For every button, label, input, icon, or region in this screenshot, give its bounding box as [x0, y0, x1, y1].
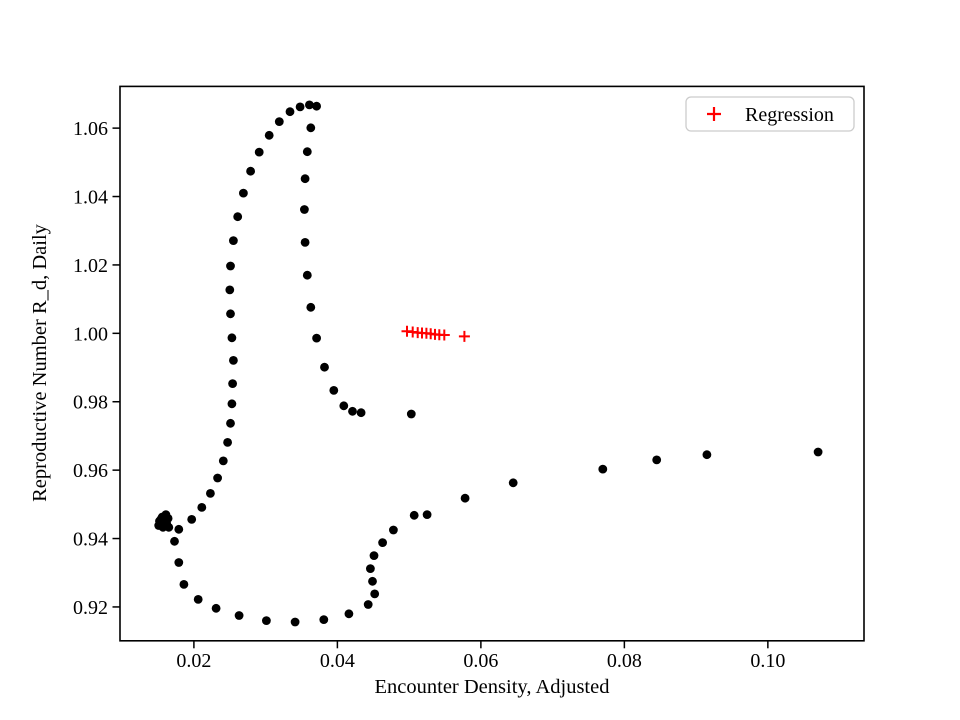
data-point: [179, 580, 189, 589]
data-point: [274, 117, 284, 126]
data-point: [174, 558, 184, 567]
regression-marker: [458, 330, 470, 342]
data-point: [193, 595, 203, 604]
x-tick-label: 0.06: [463, 650, 498, 672]
data-point: [234, 611, 244, 620]
data-point: [356, 408, 366, 418]
data-point: [229, 356, 238, 365]
data-point: [300, 205, 309, 214]
data-point: [239, 188, 248, 198]
data-point: [295, 102, 305, 112]
data-point: [344, 609, 354, 619]
data-point: [187, 515, 197, 524]
y-tick-label: 0.98: [73, 392, 108, 414]
data-point: [285, 107, 295, 117]
data-point: [226, 261, 235, 271]
data-point: [262, 616, 271, 625]
data-point: [223, 438, 233, 447]
y-tick-label: 1.02: [73, 255, 108, 277]
data-point: [702, 450, 712, 460]
data-point: [406, 409, 416, 419]
y-axis-label: Reproductive Number R_d, Daily: [29, 223, 51, 502]
x-tick-label: 0.04: [320, 650, 355, 672]
x-tick-label: 0.10: [750, 650, 785, 672]
y-tick-label: 1.04: [73, 187, 108, 209]
data-point: [226, 418, 235, 428]
data-points: [154, 100, 823, 627]
data-point: [369, 551, 379, 560]
y-tick-label: 1.00: [73, 323, 108, 345]
data-point: [370, 589, 380, 599]
data-point: [227, 399, 237, 409]
data-point: [422, 510, 432, 519]
plot-area: [120, 86, 864, 641]
data-point: [218, 456, 228, 466]
data-point: [246, 166, 256, 176]
data-point: [170, 536, 179, 546]
axes-frame: [119, 85, 865, 642]
data-point: [312, 101, 321, 111]
data-point: [652, 455, 662, 465]
data-point: [226, 309, 235, 319]
data-point: [174, 524, 184, 534]
legend-box: [685, 96, 855, 132]
data-point: [233, 212, 243, 222]
data-point: [366, 564, 375, 573]
data-point: [409, 510, 419, 520]
data-point: [813, 447, 823, 457]
data-point: [302, 270, 312, 280]
data-point: [228, 379, 238, 388]
data-point: [306, 123, 316, 133]
y-tick-label: 1.06: [73, 118, 108, 140]
x-tick-label: 0.08: [607, 650, 642, 672]
regression-marker: [438, 329, 450, 341]
data-point: [229, 236, 238, 246]
data-point: [378, 538, 387, 547]
data-point: [368, 576, 377, 586]
data-point: [598, 464, 608, 474]
axis-ticks: 0.02 0.04 0.06 0.08 0.10 0.92 0.94 0.96 0.98 1.00…: [73, 118, 785, 672]
data-point: [290, 617, 300, 627]
data-point: [300, 238, 310, 247]
data-point: [319, 615, 329, 624]
legend: Regression: [685, 96, 855, 132]
data-point: [320, 362, 329, 372]
data-point: [227, 333, 237, 343]
data-point: [206, 489, 215, 498]
data-point: [363, 600, 373, 609]
data-point: [348, 406, 357, 416]
data-point: [300, 174, 310, 184]
data-point: [264, 130, 274, 140]
data-point: [213, 473, 223, 483]
data-point: [389, 525, 398, 535]
x-tick-label: 0.02: [176, 650, 211, 672]
data-point: [305, 100, 314, 110]
data-point: [211, 603, 221, 613]
data-point: [508, 478, 518, 488]
y-tick-label: 0.92: [73, 597, 108, 619]
regression-plus-icon: [707, 107, 721, 121]
data-point: [339, 401, 349, 411]
y-tick-label: 0.94: [73, 529, 108, 551]
data-point: [197, 503, 207, 512]
data-point: [306, 302, 316, 312]
x-axis-label: Encounter Density, Adjusted: [375, 676, 610, 698]
data-point: [312, 333, 321, 343]
data-point: [302, 147, 312, 157]
y-tick-label: 0.96: [73, 460, 108, 482]
data-point: [225, 285, 235, 295]
data-point: [460, 493, 470, 503]
data-point: [254, 147, 264, 157]
legend-label: Regression: [745, 104, 834, 126]
data-point: [329, 386, 339, 395]
data-point: [159, 519, 169, 528]
